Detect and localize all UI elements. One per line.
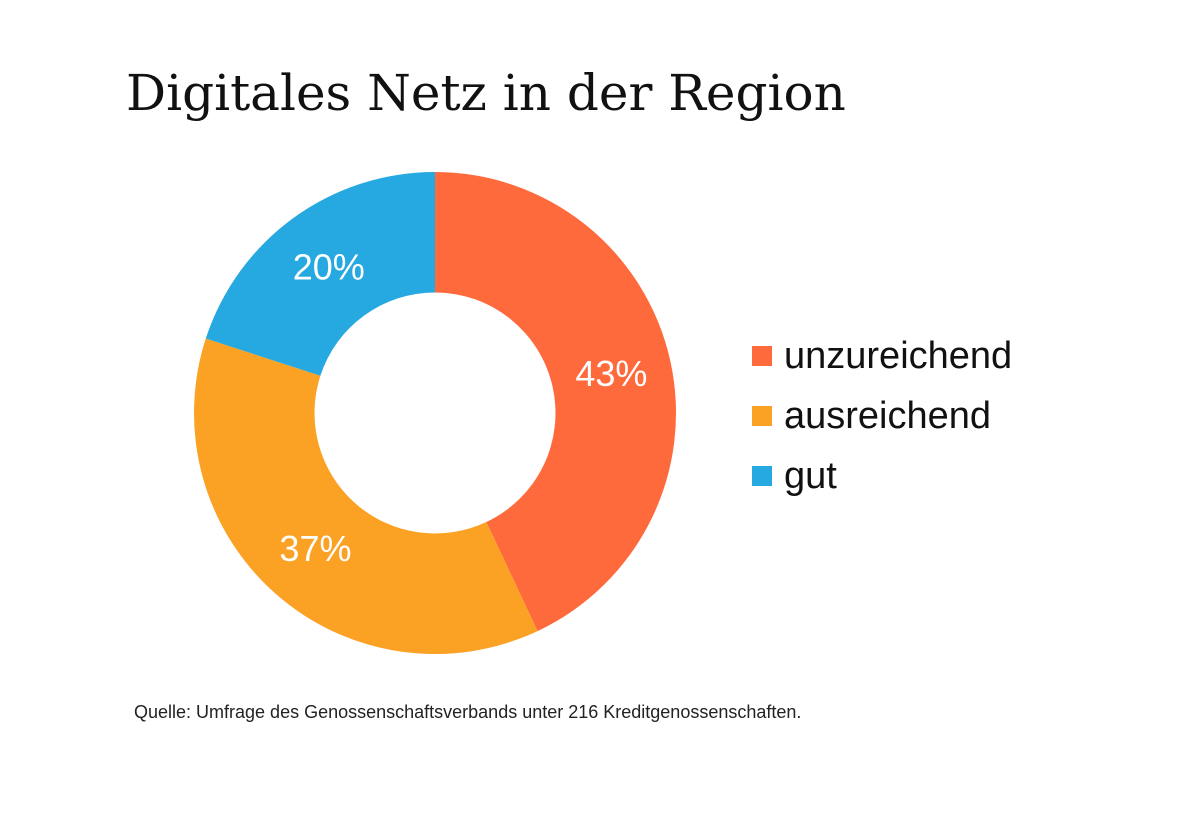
legend-item-unzureichend: unzureichend (752, 326, 1012, 386)
legend-item-gut: gut (752, 446, 1012, 506)
legend-label-ausreichend: ausreichend (784, 394, 992, 437)
slice-unzureichend (435, 172, 676, 632)
slice-labels: 43% 37% 20% (279, 246, 647, 569)
legend-label-gut: gut (784, 454, 837, 497)
slice-ausreichend (194, 338, 538, 655)
donut-slices (194, 172, 676, 655)
legend-swatch-gut (752, 466, 772, 486)
legend-swatch-unzureichend (752, 346, 772, 366)
slice-label-unzureichend: 43% (575, 353, 647, 394)
slice-label-gut: 20% (293, 246, 365, 287)
legend-label-unzureichend: unzureichend (784, 334, 1013, 377)
source-note: Quelle: Umfrage des Genossenschaftsverba… (134, 702, 802, 722)
slice-label-ausreichend: 37% (279, 528, 351, 569)
chart-legend: unzureichend ausreichend gut (752, 326, 1012, 506)
slice-gut (205, 172, 435, 376)
legend-swatch-ausreichend (752, 406, 772, 426)
chart-title: Digitales Netz in der Region (126, 64, 846, 122)
legend-item-ausreichend: ausreichend (752, 386, 1012, 446)
